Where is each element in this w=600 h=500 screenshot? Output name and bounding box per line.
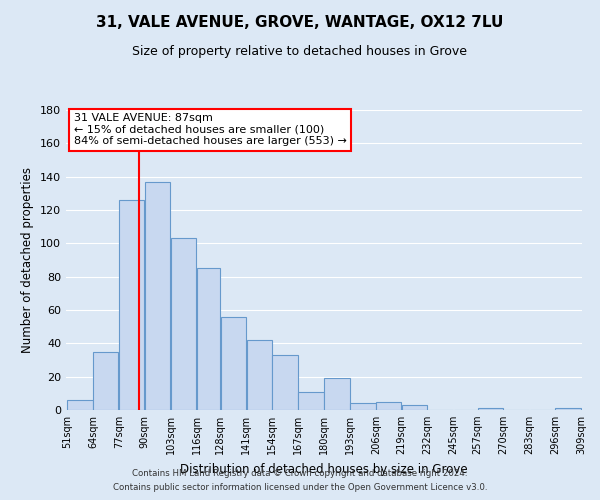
Bar (197, 268, 220, 410)
Bar (145, 182, 170, 410)
Bar (324, 378, 350, 410)
Bar (376, 402, 401, 410)
Bar (402, 405, 427, 410)
Text: Size of property relative to detached houses in Grove: Size of property relative to detached ho… (133, 45, 467, 58)
Bar (171, 238, 196, 410)
Bar (67, 400, 92, 410)
X-axis label: Distribution of detached houses by size in Grove: Distribution of detached houses by size … (180, 462, 468, 475)
Bar (272, 355, 298, 410)
Bar (478, 408, 503, 410)
Text: Contains HM Land Registry data © Crown copyright and database right 2024.: Contains HM Land Registry data © Crown c… (132, 468, 468, 477)
Text: 31 VALE AVENUE: 87sqm
← 15% of detached houses are smaller (100)
84% of semi-det: 31 VALE AVENUE: 87sqm ← 15% of detached … (74, 113, 347, 146)
Bar (350, 404, 376, 410)
Text: 31, VALE AVENUE, GROVE, WANTAGE, OX12 7LU: 31, VALE AVENUE, GROVE, WANTAGE, OX12 7L… (97, 15, 503, 30)
Bar (247, 340, 272, 410)
Bar (221, 316, 246, 410)
Y-axis label: Number of detached properties: Number of detached properties (22, 167, 34, 353)
Bar (93, 352, 118, 410)
Bar (119, 200, 145, 410)
Bar (298, 392, 324, 410)
Text: Contains public sector information licensed under the Open Government Licence v3: Contains public sector information licen… (113, 484, 487, 492)
Bar (556, 408, 581, 410)
